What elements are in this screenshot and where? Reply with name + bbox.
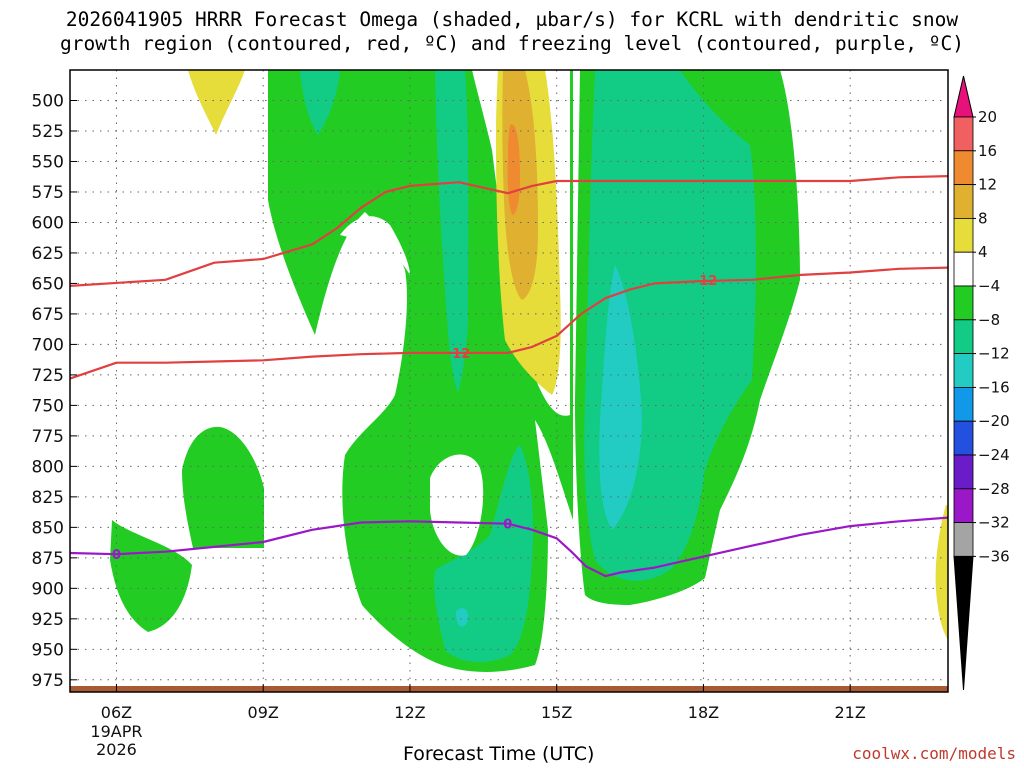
y-tick-label: 875 xyxy=(32,549,64,569)
y-tick-label: 800 xyxy=(32,457,64,477)
colorbar-label: −28 xyxy=(978,480,1010,498)
y-tick-label: 925 xyxy=(32,610,64,630)
x-year-label: 2026 xyxy=(96,740,137,759)
contour-value-label: 0 xyxy=(112,548,121,563)
colorbar-swatch xyxy=(953,184,974,219)
colorbar-swatch xyxy=(953,116,974,152)
colorbar-swatch xyxy=(953,522,974,557)
contour-labels: 12 12 0 0 xyxy=(112,274,717,563)
colorbar-swatch xyxy=(953,420,974,456)
y-tick-label: 825 xyxy=(32,488,64,508)
colorbar-swatch xyxy=(953,454,974,490)
contour-value-label: 12 xyxy=(452,347,470,362)
colorbar-label: −36 xyxy=(978,547,1010,565)
y-tick-label: 600 xyxy=(32,213,64,233)
omega-shading xyxy=(110,70,948,672)
omega-area-yellow-right-edge xyxy=(935,505,948,640)
colorbar-label: 12 xyxy=(978,176,997,194)
colorbar: 20 16 12 8 4 −4 −8 −12 −16 −20 −24 −28 −32 −36 xyxy=(953,75,1010,691)
omega-area-white-hole xyxy=(430,454,484,556)
omega-area-teal-lower xyxy=(434,445,534,662)
colorbar-swatch xyxy=(953,217,974,253)
colorbar-label: −4 xyxy=(978,277,1000,295)
x-tick-label: 15Z xyxy=(541,703,572,722)
y-tick-label: 525 xyxy=(32,122,64,142)
chart-title-line-1: 2026041905 HRRR Forecast Omega (shaded, … xyxy=(65,8,959,31)
contour-value-label: 0 xyxy=(503,518,512,533)
colorbar-label: 8 xyxy=(978,209,988,227)
y-axis-pressure-levels: 500 525 550 575 600 625 650 675 700 725 750 775 800 8… xyxy=(32,91,77,691)
omega-area-yellow-topleft xyxy=(188,70,245,135)
x-tick-label: 12Z xyxy=(394,703,425,722)
y-tick-label: 975 xyxy=(32,671,64,691)
chart-title-line-2: growth region (contoured, red, ºC) and f… xyxy=(60,32,964,55)
x-tick-label: 06Z xyxy=(101,703,132,722)
y-tick-label: 550 xyxy=(32,152,64,172)
colorbar-label: −8 xyxy=(978,311,1000,329)
x-axis-label: Forecast Time (UTC) xyxy=(403,743,595,765)
plot-frame xyxy=(69,69,949,693)
x-date-label: 19APR xyxy=(90,722,142,741)
x-tick-label: 21Z xyxy=(835,703,866,722)
colorbar-label: −32 xyxy=(978,514,1010,532)
omega-area-teal-top xyxy=(300,70,340,135)
colorbar-swatch xyxy=(953,150,974,186)
omega-area-green-leftmid xyxy=(182,426,264,548)
colorbar-label: 4 xyxy=(978,243,988,261)
colorbar-swatch xyxy=(953,319,974,354)
y-tick-label: 725 xyxy=(32,366,64,386)
colorbar-label: −20 xyxy=(978,412,1010,430)
colorbar-label: 20 xyxy=(978,108,997,126)
colorbar-top-arrow xyxy=(953,75,974,118)
y-tick-label: 775 xyxy=(32,427,64,447)
colorbar-swatch xyxy=(953,386,974,422)
y-tick-label: 575 xyxy=(32,183,64,203)
colorbar-label: −16 xyxy=(978,378,1010,396)
colorbar-label: −24 xyxy=(978,446,1010,464)
colorbar-swatch xyxy=(953,285,974,321)
site-credit: coolwx.com/models xyxy=(852,744,1016,763)
y-tick-label: 500 xyxy=(32,91,64,111)
colorbar-label: 16 xyxy=(978,142,997,160)
y-tick-label: 900 xyxy=(32,579,64,599)
omega-area-cyan-right xyxy=(599,265,642,530)
y-tick-label: 850 xyxy=(32,518,64,538)
colorbar-label: −12 xyxy=(978,345,1010,363)
contour-dgz-upper xyxy=(70,175,948,287)
contour-lines xyxy=(70,175,948,578)
y-tick-label: 625 xyxy=(32,244,64,264)
omega-area-white-gap xyxy=(340,216,410,275)
y-tick-label: 950 xyxy=(32,640,64,660)
omega-area-cyan-small xyxy=(456,608,469,627)
y-tick-label: 700 xyxy=(32,335,64,355)
colorbar-swatch xyxy=(953,488,974,523)
contour-value-label: 12 xyxy=(699,274,717,289)
x-tick-label: 09Z xyxy=(248,703,279,722)
y-tick-label: 750 xyxy=(32,396,64,416)
omega-area-teal-center xyxy=(435,70,469,392)
omega-area-green-left xyxy=(110,520,192,632)
colorbar-bottom-arrow xyxy=(953,555,974,691)
y-tick-label: 675 xyxy=(32,305,64,325)
contour-dgz-lower xyxy=(70,266,948,380)
colorbar-swatch xyxy=(953,251,974,287)
colorbar-swatch xyxy=(953,353,974,388)
contour-freezing-level xyxy=(70,516,948,578)
y-tick-label: 650 xyxy=(32,274,64,294)
grid-lines xyxy=(70,70,948,692)
x-tick-label: 18Z xyxy=(688,703,719,722)
ground-surface xyxy=(70,686,948,692)
